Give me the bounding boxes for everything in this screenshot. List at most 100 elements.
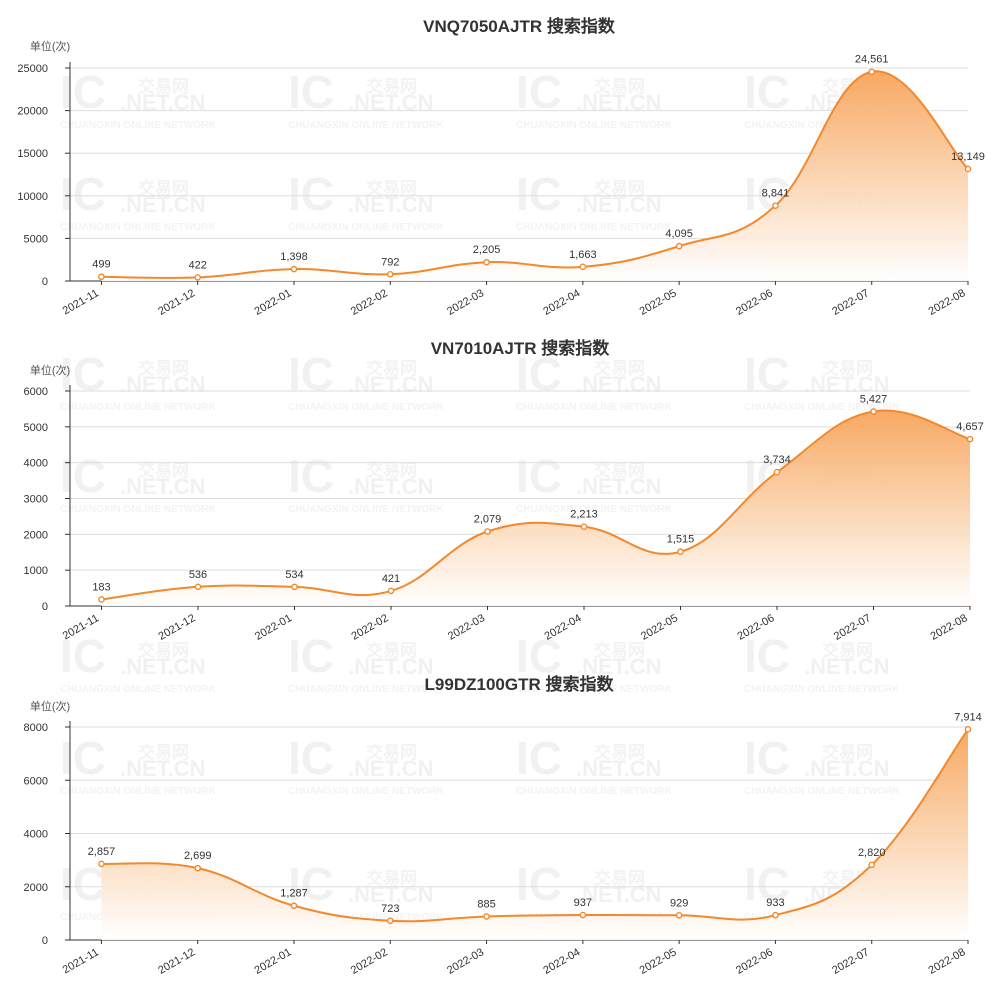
- watermark-domain: .NET.CN: [576, 654, 662, 679]
- x-tick-label: 2022-04: [543, 612, 584, 643]
- watermark-logo: IC: [60, 732, 106, 784]
- watermark-chinese: 交易网: [138, 460, 189, 480]
- data-point: [290, 902, 298, 910]
- x-tick-label: 2022-03: [445, 287, 486, 318]
- watermark-subtitle: CHUANGXIN ONLINE NETWORK: [516, 786, 672, 797]
- y-tick-label: 1000: [24, 565, 48, 577]
- data-label: 792: [381, 256, 399, 268]
- data-point: [870, 408, 877, 415]
- data-point: [484, 528, 491, 535]
- y-unit-label: 单位(次): [30, 363, 70, 377]
- watermark-subtitle: CHUANGXIN ONLINE NETWORK: [288, 912, 444, 923]
- data-point: [386, 270, 394, 278]
- watermark-domain: .NET.CN: [120, 654, 206, 679]
- data-point: [194, 583, 202, 591]
- data-point: [291, 583, 298, 591]
- data-point: [868, 68, 876, 76]
- data-label: 1,287: [280, 888, 308, 900]
- watermark-domain: .NET.CN: [120, 372, 206, 397]
- watermark-domain: .NET.CN: [804, 372, 890, 397]
- data-point: [772, 911, 779, 919]
- data-point: [964, 165, 972, 173]
- data-point: [675, 911, 683, 919]
- watermark-domain: .NET.CN: [576, 372, 662, 397]
- watermark-logo: IC: [516, 732, 562, 784]
- data-label: 723: [381, 903, 399, 915]
- watermark-chinese: 交易网: [822, 742, 873, 762]
- watermark-logo: IC: [744, 630, 790, 682]
- data-label: 24,561: [855, 54, 889, 66]
- watermark-subtitle: CHUANGXIN ONLINE NETWORK: [60, 402, 216, 413]
- data-label: 3,734: [763, 454, 791, 466]
- watermark-chinese: 交易网: [594, 178, 645, 198]
- y-tick-label: 5000: [24, 422, 48, 434]
- watermark-chinese: 交易网: [594, 868, 645, 888]
- data-label: 1,398: [280, 251, 308, 263]
- series-line: [101, 70, 969, 279]
- y-tick-label: 10000: [17, 191, 48, 203]
- data-label: 2,079: [474, 514, 502, 526]
- watermark-logo: IC: [516, 168, 562, 220]
- watermark-logo: IC: [288, 732, 334, 784]
- x-tick-label: 2021-12: [156, 287, 197, 318]
- data-point: [675, 242, 683, 250]
- watermark-subtitle: CHUANGXIN ONLINE NETWORK: [288, 786, 444, 797]
- watermark-chinese: 交易网: [822, 640, 873, 660]
- watermark-subtitle: CHUANGXIN ONLINE NETWORK: [60, 684, 216, 695]
- data-label: 422: [189, 259, 207, 271]
- data-point: [98, 273, 105, 281]
- watermark-chinese: 交易网: [366, 460, 417, 480]
- watermark-logo: IC: [516, 66, 562, 118]
- watermark-chinese: 交易网: [822, 358, 873, 378]
- y-tick-label: 5000: [24, 233, 48, 245]
- data-point: [386, 917, 394, 925]
- watermark-subtitle: CHUANGXIN ONLINE NETWORK: [60, 786, 216, 797]
- watermark-subtitle: CHUANGXIN ONLINE NETWORK: [744, 120, 900, 131]
- watermark-domain: .NET.CN: [576, 474, 662, 499]
- watermark-domain: .NET.CN: [804, 756, 890, 781]
- data-label: 534: [285, 569, 303, 581]
- y-tick-label: 8000: [24, 722, 48, 734]
- watermark-subtitle: CHUANGXIN ONLINE NETWORK: [288, 222, 444, 233]
- data-label: 885: [477, 898, 495, 910]
- watermark-chinese: 交易网: [594, 76, 645, 96]
- data-point: [966, 435, 974, 443]
- watermark-domain: .NET.CN: [120, 474, 206, 499]
- data-label: 2,820: [858, 847, 886, 859]
- watermark-chinese: 交易网: [138, 178, 189, 198]
- y-tick-label: 0: [42, 601, 48, 613]
- watermark-subtitle: CHUANGXIN ONLINE NETWORK: [744, 402, 900, 413]
- y-tick-label: 20000: [17, 106, 48, 118]
- watermark-subtitle: CHUANGXIN ONLINE NETWORK: [288, 684, 444, 695]
- y-unit-label: 单位(次): [30, 39, 70, 53]
- area-fill: [101, 729, 969, 940]
- x-tick-label: 2022-06: [734, 287, 775, 318]
- watermark-chinese: 交易网: [366, 868, 417, 888]
- x-tick-label: 2022-04: [541, 287, 582, 318]
- data-point: [964, 725, 972, 733]
- watermark-logo: IC: [288, 858, 334, 910]
- data-label: 4,095: [665, 228, 693, 240]
- x-tick-label: 2022-08: [929, 612, 970, 643]
- watermark-domain: .NET.CN: [348, 654, 434, 679]
- data-label: 183: [92, 581, 110, 593]
- data-label: 5,427: [860, 394, 888, 406]
- y-tick-label: 4000: [24, 458, 48, 470]
- x-tick-label: 2022-05: [638, 287, 679, 318]
- y-tick-label: 25000: [17, 63, 48, 75]
- watermark-subtitle: CHUANGXIN ONLINE NETWORK: [516, 120, 672, 131]
- data-point: [579, 911, 587, 919]
- data-label: 2,699: [184, 850, 212, 862]
- data-label: 499: [92, 259, 110, 271]
- y-tick-label: 4000: [24, 829, 48, 841]
- watermark-chinese: 交易网: [138, 640, 189, 660]
